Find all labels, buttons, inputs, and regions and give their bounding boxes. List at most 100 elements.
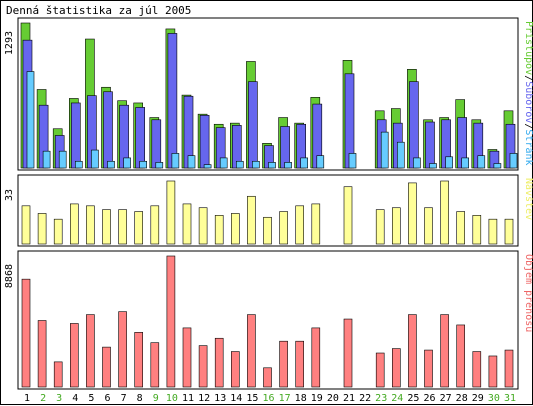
- bar-stranok-day-6: [107, 160, 115, 169]
- bar-objem-day-8: [134, 332, 143, 388]
- bar-objem-day-5: [86, 314, 95, 388]
- panel-kb-frame: [17, 250, 519, 390]
- day-label-12: 12: [198, 393, 210, 404]
- day-label-4: 4: [72, 393, 78, 404]
- bar-navstev-day-7: [118, 209, 127, 245]
- panel-hits-max-label: 1293: [4, 31, 15, 55]
- day-label-2: 2: [40, 393, 46, 404]
- bar-suborov-day-4: [71, 102, 81, 169]
- bar-navstev-day-16: [263, 216, 272, 245]
- bar-objem-day-29: [472, 351, 482, 388]
- bar-stranok-day-31: [509, 153, 518, 169]
- bar-navstev-day-21: [343, 186, 353, 245]
- day-label-28: 28: [456, 393, 468, 404]
- bar-stranok-day-17: [284, 162, 292, 169]
- bar-navstev-day-14: [231, 213, 240, 245]
- panel-visits-max-label: 33: [4, 189, 15, 201]
- bar-stranok-day-1: [26, 71, 35, 169]
- bar-navstev-day-29: [472, 215, 482, 245]
- bar-suborov-day-15: [248, 81, 258, 169]
- bar-navstev-day-28: [456, 211, 466, 245]
- panel-hits-frame: [17, 17, 519, 171]
- day-label-23: 23: [375, 393, 387, 404]
- bar-navstev-day-27: [440, 180, 449, 245]
- bar-stranok-day-18: [300, 157, 309, 169]
- bar-stranok-day-11: [187, 155, 196, 169]
- bar-suborov-day-17: [280, 126, 290, 169]
- bar-stranok-day-24: [396, 141, 405, 169]
- bar-objem-day-15: [247, 314, 256, 388]
- bar-stranok-day-8: [139, 160, 147, 169]
- bar-stranok-day-23: [380, 131, 389, 169]
- bar-navstev-day-11: [182, 203, 192, 245]
- bar-objem-day-23: [375, 352, 385, 388]
- day-label-6: 6: [104, 393, 110, 404]
- bar-stranok-day-2: [42, 150, 51, 169]
- day-label-25: 25: [407, 393, 419, 404]
- day-label-16: 16: [262, 393, 274, 404]
- bar-stranok-day-3: [58, 150, 67, 169]
- bar-stranok-day-9: [155, 162, 164, 169]
- day-label-31: 31: [504, 393, 516, 404]
- chart-title: Denná štatistika za júl 2005: [6, 4, 192, 17]
- day-label-13: 13: [214, 393, 226, 404]
- bar-objem-day-30: [488, 355, 498, 388]
- bar-suborov-day-25: [409, 81, 419, 169]
- day-label-18: 18: [295, 393, 307, 404]
- bar-objem-day-24: [391, 348, 401, 388]
- bar-suborov-day-9: [151, 119, 162, 169]
- bar-stranok-day-7: [123, 157, 131, 169]
- bar-stranok-day-16: [268, 162, 276, 169]
- day-label-30: 30: [488, 393, 500, 404]
- bar-objem-day-6: [102, 346, 111, 388]
- day-label-14: 14: [230, 393, 242, 404]
- day-label-10: 10: [166, 393, 178, 404]
- bar-objem-day-31: [504, 349, 514, 388]
- day-label-29: 29: [472, 393, 484, 404]
- bar-objem-day-21: [343, 318, 353, 388]
- bar-navstev-day-8: [134, 211, 143, 245]
- bar-objem-day-25: [408, 314, 417, 388]
- day-label-22: 22: [359, 393, 371, 404]
- bar-navstev-day-5: [86, 205, 95, 245]
- day-label-26: 26: [423, 393, 435, 404]
- panel-visits-legend: Návštev: [523, 178, 533, 220]
- bar-stranok-day-30: [493, 163, 502, 169]
- bar-objem-day-17: [279, 340, 288, 388]
- bar-objem-day-7: [118, 311, 127, 388]
- bar-stranok-day-26: [429, 163, 437, 169]
- bar-navstev-day-17: [279, 211, 288, 245]
- bar-navstev-day-6: [102, 209, 111, 245]
- bar-objem-day-13: [214, 337, 224, 388]
- bar-navstev-day-30: [488, 218, 498, 245]
- day-label-20: 20: [327, 393, 339, 404]
- bar-objem-day-26: [424, 349, 433, 388]
- bar-suborov-day-26: [425, 121, 435, 169]
- bar-suborov-day-10: [167, 33, 178, 169]
- bar-navstev-day-4: [70, 203, 79, 245]
- day-label-11: 11: [182, 393, 194, 404]
- bar-objem-day-2: [37, 320, 47, 388]
- day-label-8: 8: [137, 393, 143, 404]
- day-label-17: 17: [279, 393, 291, 404]
- bar-navstev-day-31: [504, 218, 514, 245]
- bar-objem-day-4: [70, 323, 79, 388]
- panel-kb-legend: Objem prenosu: [523, 254, 533, 332]
- bar-objem-day-16: [263, 367, 272, 388]
- bar-suborov-day-12: [199, 114, 210, 169]
- bar-navstev-day-15: [247, 195, 256, 245]
- day-label-9: 9: [153, 393, 159, 404]
- day-label-24: 24: [391, 393, 403, 404]
- bar-stranok-day-5: [91, 149, 99, 169]
- bar-navstev-day-1: [21, 205, 31, 245]
- day-label-1: 1: [24, 393, 30, 404]
- bar-stranok-day-29: [477, 155, 486, 169]
- day-label-15: 15: [246, 393, 258, 404]
- bar-objem-day-11: [182, 327, 192, 388]
- bar-stranok-day-19: [316, 155, 325, 169]
- bar-objem-day-28: [456, 324, 466, 388]
- bar-navstev-day-2: [37, 213, 47, 245]
- bar-navstev-day-25: [408, 182, 417, 245]
- panel-visits-frame: [17, 174, 519, 247]
